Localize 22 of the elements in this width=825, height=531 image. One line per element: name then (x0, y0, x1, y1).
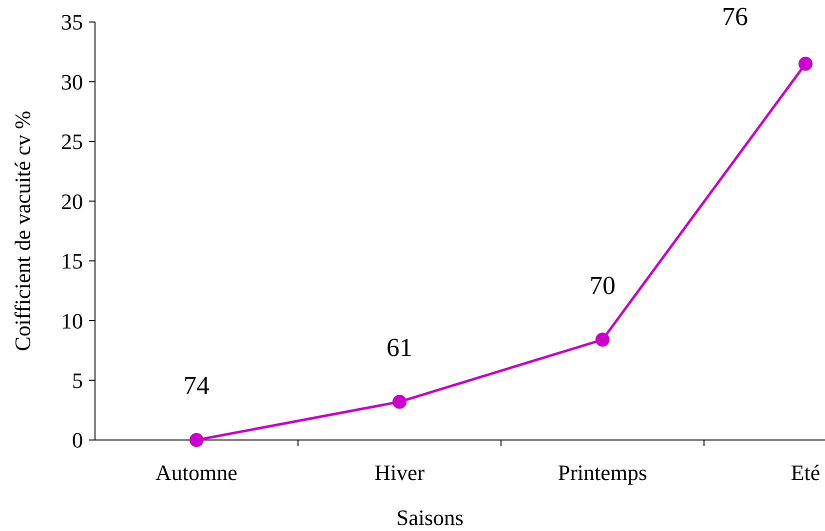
x-tick-label: Automne (156, 460, 238, 485)
point (798, 56, 812, 71)
x-tick-label: Printemps (558, 460, 648, 485)
annotation: 61 (386, 332, 412, 362)
x-tick-label: Eté (790, 460, 820, 485)
y-tick-label: 20 (61, 188, 83, 214)
y-axis-title: Coifficient de vacuité cv % (10, 110, 35, 352)
point (190, 433, 204, 447)
annotation: 74 (184, 371, 210, 400)
y-tick-label: 25 (61, 129, 83, 154)
point (392, 394, 406, 409)
y-tick-label: 5 (72, 368, 83, 393)
annotation: 76 (722, 2, 748, 32)
point (596, 332, 610, 347)
annotation: 70 (590, 270, 616, 300)
x-axis-title: Saisons (396, 505, 464, 530)
y-tick-label: 0 (72, 428, 83, 453)
y-tick-label: 10 (61, 308, 83, 334)
y-tick-label: 15 (61, 248, 83, 274)
y-tick-label: 35 (61, 10, 83, 35)
y-tick-label: 30 (61, 69, 83, 94)
x-tick-label: Hiver (374, 460, 426, 485)
